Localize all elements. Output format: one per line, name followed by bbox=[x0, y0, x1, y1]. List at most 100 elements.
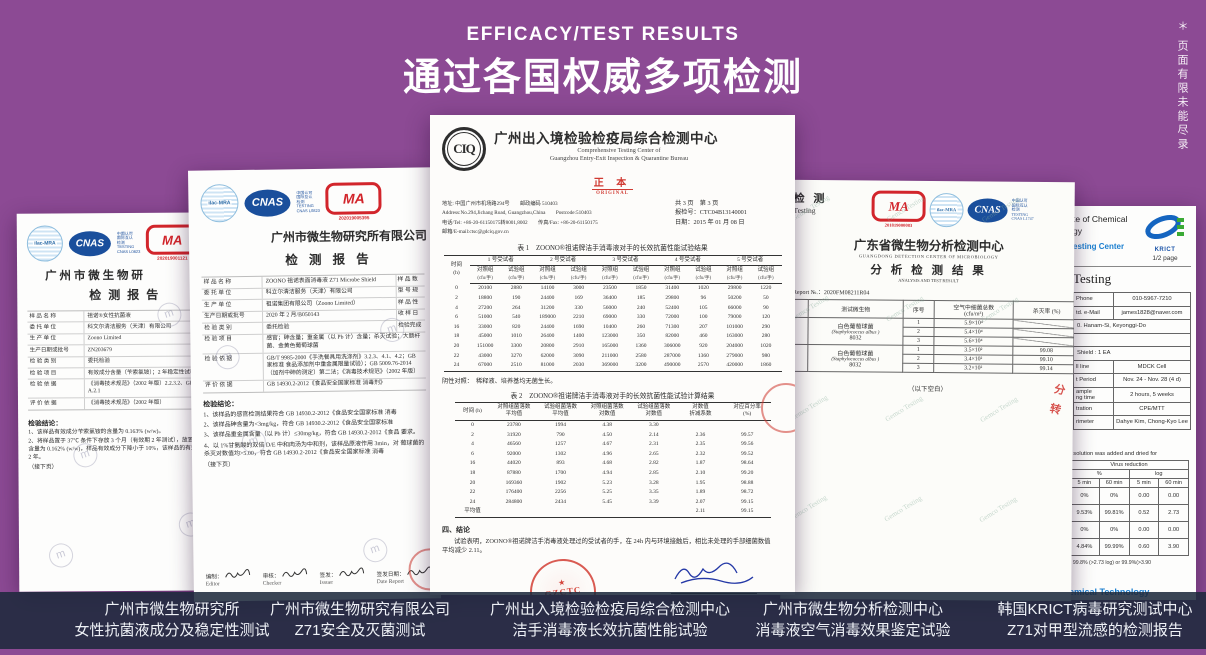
cell: 290 bbox=[761, 323, 770, 330]
value-cell: MDCK Cell bbox=[1113, 359, 1191, 374]
cell: 87880 bbox=[506, 469, 521, 476]
field-label: 检 验 项 目 bbox=[29, 370, 57, 377]
field-label: 样 品 名 称 bbox=[29, 312, 56, 320]
table-row: 20 151000 3300 20800 2910 165000 1360 306000 920… bbox=[444, 342, 782, 352]
cell: 24400 bbox=[540, 323, 555, 330]
field-value: 委托检验 bbox=[83, 356, 208, 368]
sub-label: 对照组 bbox=[726, 267, 743, 274]
organism-code: 8032 bbox=[849, 335, 862, 342]
caption-test: 消毒液空气消毒效果鉴定试验 bbox=[755, 622, 951, 639]
cell: 1020 bbox=[760, 342, 772, 349]
cert2-conclusion-heading: 检验结论： bbox=[203, 399, 239, 409]
sub-label: 对照组 bbox=[601, 267, 619, 274]
cma-number: 201819000083 bbox=[884, 222, 913, 228]
field-value: 祖诺集团有限公司（Zoono Limited） bbox=[261, 298, 396, 311]
cell: 50200 bbox=[727, 295, 742, 301]
cell: 5.25 bbox=[602, 489, 612, 496]
cell: 81000 bbox=[531, 361, 564, 372]
caption-org: 广州市微生物分析检测中心 bbox=[762, 601, 943, 618]
cell: 540 bbox=[512, 314, 521, 321]
cell: 350 bbox=[636, 333, 646, 340]
table-row: 24 67000 2510 81000 2030 369000 3200 490000 2570… bbox=[443, 361, 782, 372]
cell bbox=[490, 507, 538, 518]
value-cell: CPE/MTT bbox=[1113, 401, 1191, 416]
cell: 62000 bbox=[540, 352, 555, 359]
cell: 98.72 bbox=[740, 489, 754, 496]
side-note: ＊ 页面有限未能尽录 bbox=[1176, 20, 1188, 153]
signature-icon bbox=[674, 562, 754, 584]
tr: Virus reduction bbox=[1069, 459, 1189, 470]
cell: 169360 bbox=[505, 479, 523, 486]
seal-char: 分 bbox=[1052, 383, 1067, 398]
cell: 1.89 bbox=[695, 489, 706, 496]
value-cell: Nov. 24 - Nov. 28 (4 d) bbox=[1113, 373, 1191, 388]
cell: 287000 bbox=[663, 352, 681, 359]
cell: 99.52 bbox=[740, 450, 754, 457]
text-line: 4、以 1%甘氨酸的双倍 D/E 中和肉汤为中和剂，该样品原液作用 3min，对… bbox=[203, 440, 425, 458]
cell: 16 bbox=[469, 460, 476, 467]
col-header: 对数值 折减系数 bbox=[677, 401, 724, 421]
field-label: 样 品 名 称 bbox=[203, 278, 232, 286]
cell: 22 bbox=[453, 352, 460, 359]
cell: 2 bbox=[471, 431, 474, 438]
table-body: 白色葡萄球菌 (Staphylococcus albus ) 8032 1 5.9×10… bbox=[792, 317, 1075, 374]
cert2-report-heading: 检 测 报 告 bbox=[285, 252, 373, 268]
cell: 2570 bbox=[687, 361, 719, 372]
cell: 51000 bbox=[478, 314, 492, 321]
serial-cell: 1 bbox=[902, 345, 934, 355]
cell: 330 bbox=[574, 304, 583, 311]
cell: 2510 bbox=[500, 361, 532, 372]
caption-org: 广州市微生物研究所 bbox=[104, 601, 240, 618]
signature-icon bbox=[407, 566, 433, 576]
field-value: 委托检验 bbox=[262, 321, 397, 334]
field-label: 委 托 单 位 bbox=[29, 324, 57, 331]
cell: 920 bbox=[699, 342, 708, 349]
cell: 3090 bbox=[573, 352, 585, 359]
cell: 2434 bbox=[554, 498, 566, 505]
cell: 1860 bbox=[750, 361, 782, 372]
cell: 23500 bbox=[602, 285, 617, 292]
sub-label: 试验组 bbox=[695, 267, 712, 274]
cell: 101000 bbox=[726, 323, 743, 330]
signoff-label: 编制： bbox=[206, 569, 251, 581]
cell: 90 bbox=[763, 304, 769, 311]
cert3-report-meta: 共 3 页 第 3 页 报检号：CTC04B13140001 日期：2015 年… bbox=[675, 199, 783, 237]
signoff-item: 编制： Editor bbox=[206, 569, 251, 588]
table-row: 0 23780 1994 4.38 3.30 bbox=[455, 420, 771, 430]
col-header: 对照组 (cfu/手) bbox=[469, 265, 501, 285]
cell: 2.11 bbox=[677, 507, 724, 518]
cell: 820 bbox=[512, 323, 521, 330]
tr: 对照组 (cfu/手) 试验组 (cfu/手) 对照组 (cfu/手) 试验组 (cfu/手)… bbox=[444, 265, 782, 285]
divider bbox=[1073, 266, 1191, 267]
unit-label: (cfu/手) bbox=[602, 275, 618, 281]
field-label: 生 产 单 位 bbox=[29, 335, 57, 342]
text-line: （接下页） bbox=[204, 461, 235, 469]
cma-icon: MA bbox=[325, 182, 382, 215]
cell: 99.57 bbox=[740, 431, 754, 438]
cell: 1850 bbox=[635, 285, 647, 292]
signoff-en: Issuer bbox=[319, 579, 334, 586]
field-fragment: 型 号 规 bbox=[395, 286, 425, 298]
cell: 280 bbox=[761, 333, 770, 340]
cell: 98.64 bbox=[740, 460, 754, 467]
cert5-info-table: Phone 010-5967-7210 td. e-Mail james1828@na… bbox=[1073, 292, 1191, 430]
signoff-label: 审核： bbox=[263, 568, 308, 580]
cert5-footer-line1: Chemical Technology bbox=[1057, 587, 1191, 597]
table-row: rimeter Dahye Kim, Chong-Kyo Lee bbox=[1073, 415, 1191, 430]
header-line1: 对照组菌落数 bbox=[590, 403, 624, 410]
cell: 平均值 bbox=[454, 507, 491, 518]
caption-3: 广州出入境检验检疫局综合检测中心 洁手消毒液长效抗菌性能试验 bbox=[470, 599, 750, 641]
sub-label: 对照组 bbox=[476, 267, 494, 274]
cell: 2030 bbox=[563, 361, 595, 372]
table-head: 时间 (h) 对照组菌落数 平均值 试验组菌落数 平均值 对照组菌落数 对数值 试验组菌落数对… bbox=[454, 401, 771, 421]
cert3-conclusion-text: 试验表明，ZOONO®祖诺牌洁手消毒液处理过的受试者的手，在 24h 内与环境接… bbox=[442, 537, 771, 554]
cell: 1360 bbox=[635, 342, 647, 349]
cell: 4.50 bbox=[602, 431, 612, 438]
signoff-cn: 审核： bbox=[262, 573, 280, 580]
cell: 0 bbox=[471, 421, 474, 428]
cell: 29800 bbox=[665, 295, 680, 301]
cell: 6 bbox=[471, 450, 474, 457]
cell: 279000 bbox=[726, 352, 743, 359]
cell: 1302 bbox=[554, 450, 566, 457]
cell: 20 bbox=[453, 342, 460, 349]
